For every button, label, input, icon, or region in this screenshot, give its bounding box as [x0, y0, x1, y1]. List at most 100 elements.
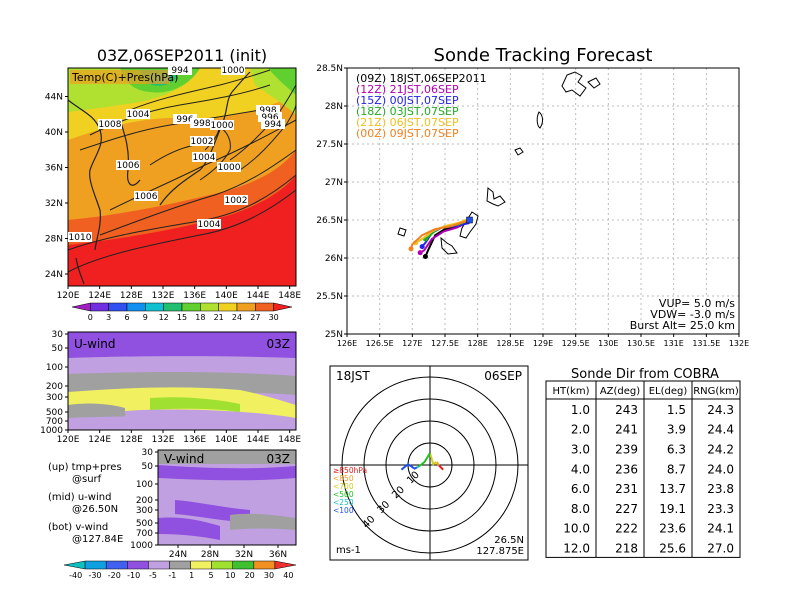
u-y-tick-label: 100 [46, 363, 63, 373]
v-y-tick-label: 300 [136, 506, 153, 516]
table-cell: 231 [615, 482, 638, 496]
track-y-tick-label: 28N [325, 102, 343, 112]
colorbar-swatch [181, 302, 201, 312]
table-header-cell: EL(deg) [649, 386, 688, 397]
table-cell: 27.0 [707, 542, 734, 556]
table-cell: 3.9 [667, 423, 686, 437]
v-x-tick-label: 24N [169, 550, 187, 560]
v-y-tick-label: 1000 [130, 541, 153, 551]
u-x-tick-label: 120E [57, 435, 80, 445]
pressure-label: 1008 [99, 120, 122, 130]
pressure-label-bg [224, 195, 248, 205]
pressure-label-bg [197, 219, 221, 229]
track-x-tick-label: 131.5E [692, 339, 720, 348]
wind-colorbar-label: -10 [127, 571, 140, 580]
note-bot-2: @127.84E [72, 534, 123, 545]
wind-colorbar-swatch [253, 560, 276, 570]
polar-series [400, 452, 444, 471]
pressure-label: 1004 [198, 220, 221, 230]
map-y-tick-label: 28N [45, 235, 63, 245]
map-x-tick-label: 140E [215, 291, 238, 301]
map-y-tick-label: 44N [45, 93, 63, 103]
track-x-tick-label: 131E [664, 339, 684, 348]
track-x-tick-label: 126E [337, 339, 357, 348]
track-line [410, 219, 470, 250]
colorbar-label: 9 [143, 313, 148, 322]
map-x-tick-label: 124E [88, 291, 111, 301]
pressure-label: 1004 [193, 153, 216, 163]
v-x-tick-label: 28N [201, 550, 219, 560]
pressure-label-bg [261, 119, 285, 129]
table-cell: 13.7 [659, 482, 686, 496]
note-up-2: @surf [72, 474, 102, 485]
map-x-tick-label: 128E [120, 291, 143, 301]
v-x-tick-label: 36N [269, 550, 287, 560]
pressure-label-bg [217, 162, 241, 172]
wind-colorbar-swatch [148, 560, 170, 570]
polar-hodograph-segment [416, 465, 420, 469]
u-x-tick-label: 128E [120, 435, 143, 445]
track-y-tick-label: 27N [325, 178, 343, 188]
colorbar-swatch [145, 302, 164, 312]
pressure-label-bg [126, 109, 150, 119]
wind-colorbar-swatch [211, 560, 233, 570]
polar-hodograph-segment [400, 462, 418, 471]
table-frame [545, 380, 741, 558]
wind-colorbar-swatch [63, 560, 86, 570]
note-mid-2: @26.50N [72, 504, 118, 515]
tracking-legend: (09Z) 18JST,06SEP2011(12Z) 21JST,06SEP(1… [356, 72, 487, 140]
colorbar-label: 12 [159, 313, 169, 322]
colorbar-swatch [273, 302, 293, 312]
colorbar-swatch [236, 302, 256, 312]
track-y-tick-label: 27.5N [316, 140, 343, 150]
polar-legend-entry: <250 [333, 498, 354, 507]
map-y-tick-label: 36N [45, 164, 63, 174]
note-vdw: VDW= -3.0 m/s [650, 308, 735, 321]
table-title: Sonde Dir from COBRA [571, 367, 719, 382]
track-legend-entry: (12Z) 21JST,06SEP [356, 83, 459, 96]
colorbar-swatch [90, 302, 109, 312]
colorbar-label: 30 [269, 313, 279, 322]
wind-colorbar-swatch [190, 560, 212, 570]
table-cell: 8.0 [571, 502, 590, 516]
map-y-tick-label: 32N [45, 199, 63, 209]
tracking-title: Sonde Tracking Forecast [434, 45, 653, 66]
u-x-tick-label: 124E [88, 435, 111, 445]
table-cell: 239 [615, 443, 638, 457]
pressure-label: 1010 [69, 233, 92, 243]
table-cell: 24.2 [707, 443, 734, 457]
map-x-ticks: 120E 124E 128E 132E 136E 140E 144E 148E [57, 286, 301, 301]
table-cell: 2.0 [571, 423, 590, 437]
track-x-tick-label: 132E [729, 339, 749, 348]
u-x-tick-label: 136E [183, 435, 206, 445]
colorbar-swatch [200, 302, 219, 312]
table-cell: 10.0 [563, 522, 590, 536]
pressure-label: 996 [261, 113, 278, 123]
track-legend-entry: (09Z) 18JST,06SEP2011 [356, 72, 487, 85]
track-x-tick-label: 127.5E [431, 339, 459, 348]
track-x-tick-label: 129.5E [562, 339, 590, 348]
wind-colorbar-swatch [169, 560, 191, 570]
track-legend-entry: (15Z) 00JST,07SEP [356, 94, 459, 107]
launch-point [466, 216, 473, 224]
u-y-tick-label: 700 [46, 417, 63, 427]
wind-colorbar-label: 5 [208, 571, 213, 580]
sonde-table: HT(km) AZ(deg) EL(deg) RNG(km) 1.0 243 1.5 24.3… [545, 380, 741, 558]
track-x-tick-label: 126.5E [366, 339, 394, 348]
wind-colorbar-label: -40 [69, 571, 82, 580]
pressure-label-bg [258, 112, 282, 122]
map-x-tick-label: 132E [152, 291, 175, 301]
wind-colorbar-label: -5 [149, 571, 157, 580]
polar-time: 18JST [336, 369, 370, 383]
v-wind-time: 03Z [267, 452, 291, 466]
v-y-tick-label: 30 [142, 448, 154, 458]
tracking-coastlines [397, 71, 601, 255]
polar-legend-entry: <700 [333, 482, 354, 491]
colorbar-label: 6 [124, 313, 129, 322]
track-y-tick-label: 26N [325, 254, 343, 264]
polar-frame [329, 365, 529, 561]
colorbar-swatch [218, 302, 238, 312]
table-cell: 6.3 [667, 443, 686, 457]
